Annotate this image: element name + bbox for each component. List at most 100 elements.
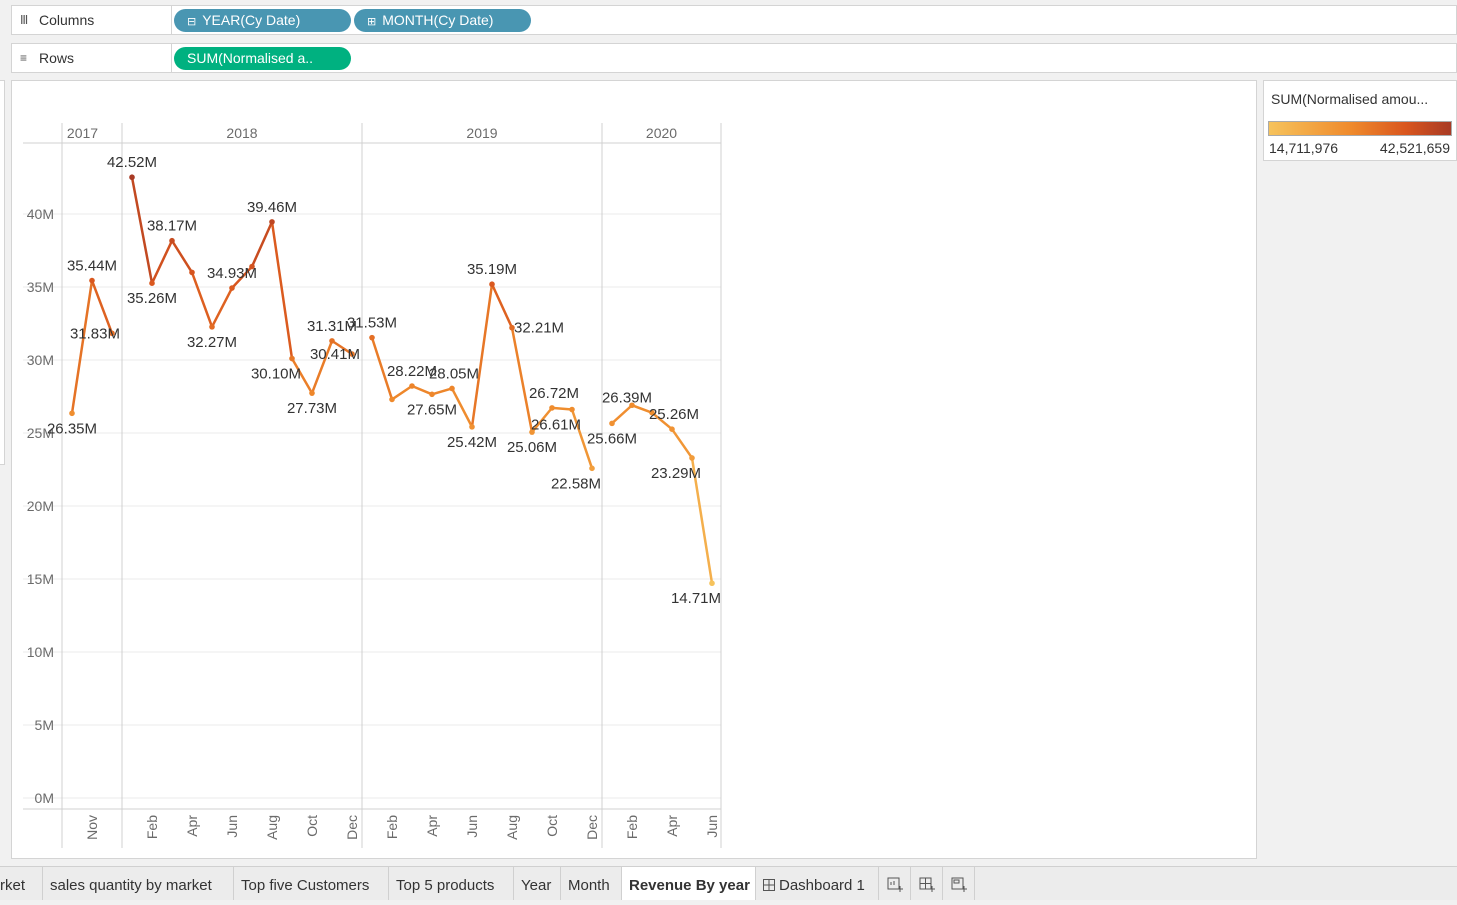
series-line-segment <box>390 384 414 401</box>
tab-month[interactable]: Month <box>561 867 622 900</box>
x-tick-label: Jun <box>224 815 240 838</box>
x-tick-label: Jun <box>464 815 480 838</box>
data-point <box>89 277 95 284</box>
x-tick-label: Dec <box>584 815 600 840</box>
year-header: 2019 <box>466 125 497 141</box>
series-line-segment <box>370 336 394 401</box>
series-line-segment <box>490 282 514 329</box>
data-label: 25.06M <box>507 439 557 456</box>
data-label: 30.41M <box>310 346 360 363</box>
series-line-segment <box>470 282 494 429</box>
x-tick-label: Feb <box>624 815 640 839</box>
data-point <box>249 263 255 270</box>
data-label: 14.71M <box>671 590 721 607</box>
data-point <box>409 383 415 389</box>
data-point <box>109 330 115 337</box>
y-tick-label: 0M <box>35 790 54 806</box>
data-point <box>689 455 695 461</box>
data-label: 42.52M <box>107 154 157 171</box>
data-label: 25.26M <box>649 406 699 423</box>
tab-dashboard-1[interactable]: Dashboard 1 <box>756 867 879 900</box>
line-chart[interactable]: 0M 5M 10M 15M 20M 25M 30M 35M 40M 2017 26.35M 35.44… <box>12 81 1256 858</box>
collapse-icon[interactable]: ⊟ <box>187 16 197 28</box>
rows-shelf[interactable]: ≡ Rows SUM(Normalised a.. <box>11 43 1457 73</box>
y-tick-label: 40M <box>27 206 54 222</box>
month-pill[interactable]: ⊞ MONTH(Cy Date) <box>354 9 531 32</box>
data-label: 27.73M <box>287 400 337 417</box>
data-point <box>649 409 655 416</box>
data-label: 32.27M <box>187 334 237 351</box>
measure-pill[interactable]: SUM(Normalised a.. <box>174 47 351 70</box>
y-tick-label: 10M <box>27 644 54 660</box>
series-line-segment <box>70 279 94 415</box>
rows-icon: ≡ <box>20 51 28 65</box>
y-tick-label: 25M <box>27 425 54 441</box>
data-label: 31.53M <box>347 315 397 332</box>
data-point <box>489 281 495 288</box>
columns-shelf[interactable]: Ⅲ Columns ⊟ YEAR(Cy Date) ⊞ MONTH(Cy Date) <box>11 5 1457 35</box>
data-point <box>529 429 535 435</box>
data-point <box>369 334 375 341</box>
data-point <box>129 174 135 181</box>
tab-top-five-customers[interactable]: Top five Customers <box>234 867 389 900</box>
tab-sales-quantity-by-market[interactable]: sales quantity by market <box>43 867 234 900</box>
data-label: 27.65M <box>407 401 457 418</box>
x-tick-label: Feb <box>384 815 400 839</box>
legend-color-ramp <box>1268 121 1452 136</box>
tab-revenue-by-year[interactable]: Revenue By year <box>622 867 756 900</box>
x-tick-label: Apr <box>184 815 200 837</box>
data-point <box>609 420 615 427</box>
year-header: 2020 <box>646 125 677 141</box>
data-point <box>469 424 475 430</box>
chart-view[interactable]: 0M 5M 10M 15M 20M 25M 30M 35M 40M 2017 26.35M 35.44… <box>11 80 1257 859</box>
tab-year[interactable]: Year <box>514 867 561 900</box>
series-line-segment <box>610 404 634 425</box>
year-header: 2017 <box>67 125 98 141</box>
expand-icon[interactable]: ⊞ <box>367 16 377 28</box>
data-label: 25.66M <box>587 430 637 447</box>
columns-shelf-label: Ⅲ Columns <box>12 6 172 34</box>
series-line-segment <box>410 384 434 396</box>
new-story-icon[interactable] <box>943 867 975 900</box>
data-label: 34.93M <box>207 265 257 282</box>
series-line-segment <box>150 239 174 285</box>
series-line-segment <box>130 175 154 285</box>
rows-shelf-label: ≡ Rows <box>12 44 172 72</box>
series-line-segment <box>630 404 654 414</box>
x-tick-label: Nov <box>84 815 100 840</box>
y-tick-label: 15M <box>27 571 54 587</box>
series-line-segment <box>430 387 454 396</box>
series-line-segment <box>690 456 714 585</box>
x-tick-label: Apr <box>664 815 680 837</box>
data-point <box>549 405 555 411</box>
data-label: 26.61M <box>531 416 581 433</box>
x-tick-label: Oct <box>304 815 320 837</box>
series-line-segment <box>570 408 594 470</box>
data-label: 25.42M <box>447 434 497 451</box>
y-tick-label: 35M <box>27 279 54 295</box>
data-point <box>389 396 395 403</box>
data-point <box>149 280 155 287</box>
tab-market[interactable]: rket <box>0 867 43 900</box>
data-label: 32.21M <box>514 320 564 337</box>
series-line-segment <box>170 239 194 274</box>
series-line-segment <box>210 286 234 329</box>
data-label: 35.26M <box>127 290 177 307</box>
year-pill[interactable]: ⊟ YEAR(Cy Date) <box>174 9 351 32</box>
x-tick-label: Jun <box>704 815 720 838</box>
data-point <box>189 269 195 276</box>
tab-top-5-products[interactable]: Top 5 products <box>389 867 514 900</box>
data-point <box>709 580 715 587</box>
x-tick-label: Aug <box>504 815 520 840</box>
series-line-segment <box>450 387 474 429</box>
data-point <box>229 285 235 291</box>
series-line-segment <box>510 326 534 434</box>
series-line-segment <box>270 220 294 360</box>
new-dashboard-icon[interactable] <box>911 867 943 900</box>
data-point <box>349 351 355 357</box>
series-line-segment <box>190 271 214 329</box>
new-worksheet-icon[interactable] <box>879 867 911 900</box>
data-point <box>589 465 595 472</box>
color-legend[interactable]: SUM(Normalised amou... 14,711,976 42,521… <box>1263 80 1457 161</box>
data-label: 22.58M <box>551 475 601 492</box>
